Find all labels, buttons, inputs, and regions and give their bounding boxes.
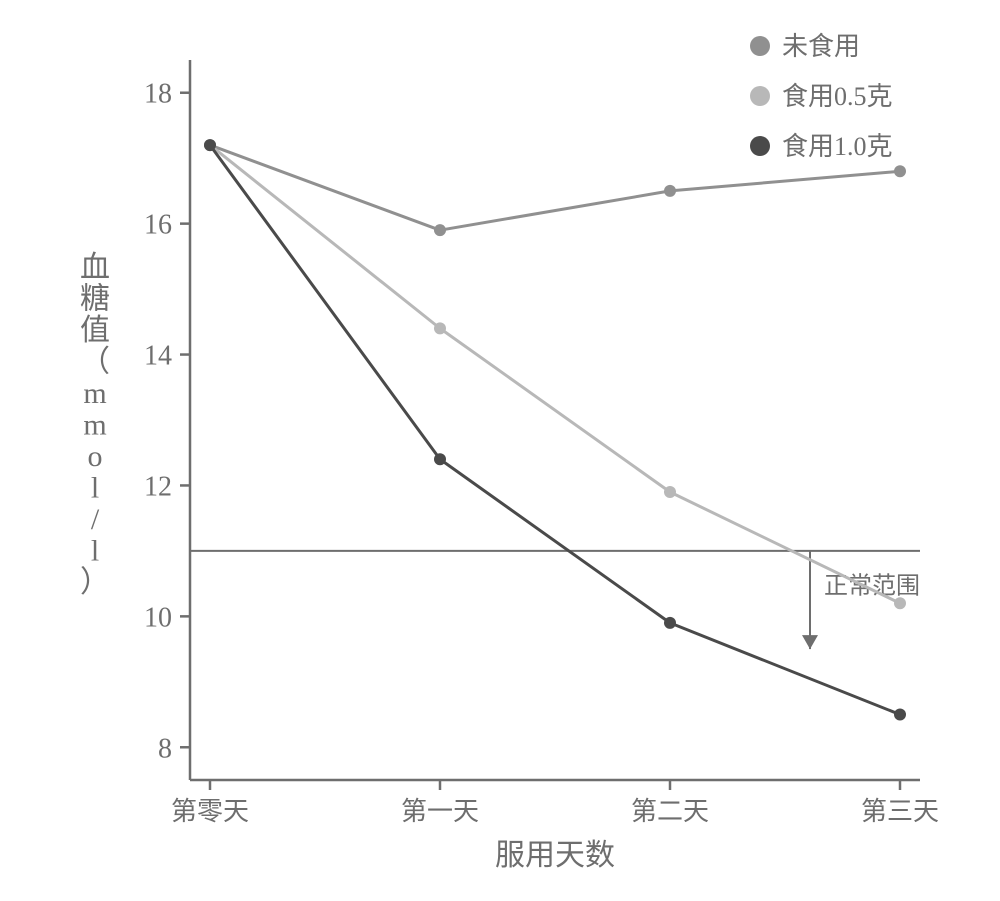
series-marker-2-3 bbox=[894, 709, 906, 721]
x-tick-label-3: 第三天 bbox=[861, 797, 939, 826]
series-marker-1-2 bbox=[664, 486, 676, 498]
y-tick-label-2: 12 bbox=[144, 471, 172, 502]
y-tick-label-0: 8 bbox=[158, 733, 172, 764]
series-marker-2-1 bbox=[434, 453, 446, 465]
y-tick-label-5: 18 bbox=[144, 79, 172, 110]
legend-label-1: 食用0.5克 bbox=[782, 82, 893, 111]
legend-label-2: 食用1.0克 bbox=[782, 132, 893, 161]
y-tick-label-1: 10 bbox=[144, 602, 172, 633]
legend-marker-1 bbox=[750, 86, 770, 106]
series-marker-0-1 bbox=[434, 224, 446, 236]
x-tick-label-0: 第零天 bbox=[171, 797, 249, 826]
line-chart: 正常范围第零天第一天第二天第三天服用天数81012141618血糖值（mmol/… bbox=[40, 20, 960, 880]
annotation-text: 正常范围 bbox=[824, 573, 920, 600]
series-marker-0-2 bbox=[664, 185, 676, 197]
series-marker-2-0 bbox=[204, 139, 216, 151]
y-tick-label-4: 16 bbox=[144, 210, 172, 241]
y-tick-label-3: 14 bbox=[144, 341, 172, 372]
x-tick-label-1: 第一天 bbox=[401, 797, 479, 826]
series-marker-1-1 bbox=[434, 322, 446, 334]
series-marker-0-3 bbox=[894, 165, 906, 177]
legend-label-0: 未食用 bbox=[782, 32, 860, 61]
legend-marker-2 bbox=[750, 136, 770, 156]
series-marker-1-3 bbox=[894, 597, 906, 609]
x-tick-label-2: 第二天 bbox=[631, 797, 709, 826]
series-marker-2-2 bbox=[664, 617, 676, 629]
chart-container: 正常范围第零天第一天第二天第三天服用天数81012141618血糖值（mmol/… bbox=[40, 20, 960, 880]
legend-marker-0 bbox=[750, 36, 770, 56]
x-axis-label: 服用天数 bbox=[495, 839, 615, 872]
